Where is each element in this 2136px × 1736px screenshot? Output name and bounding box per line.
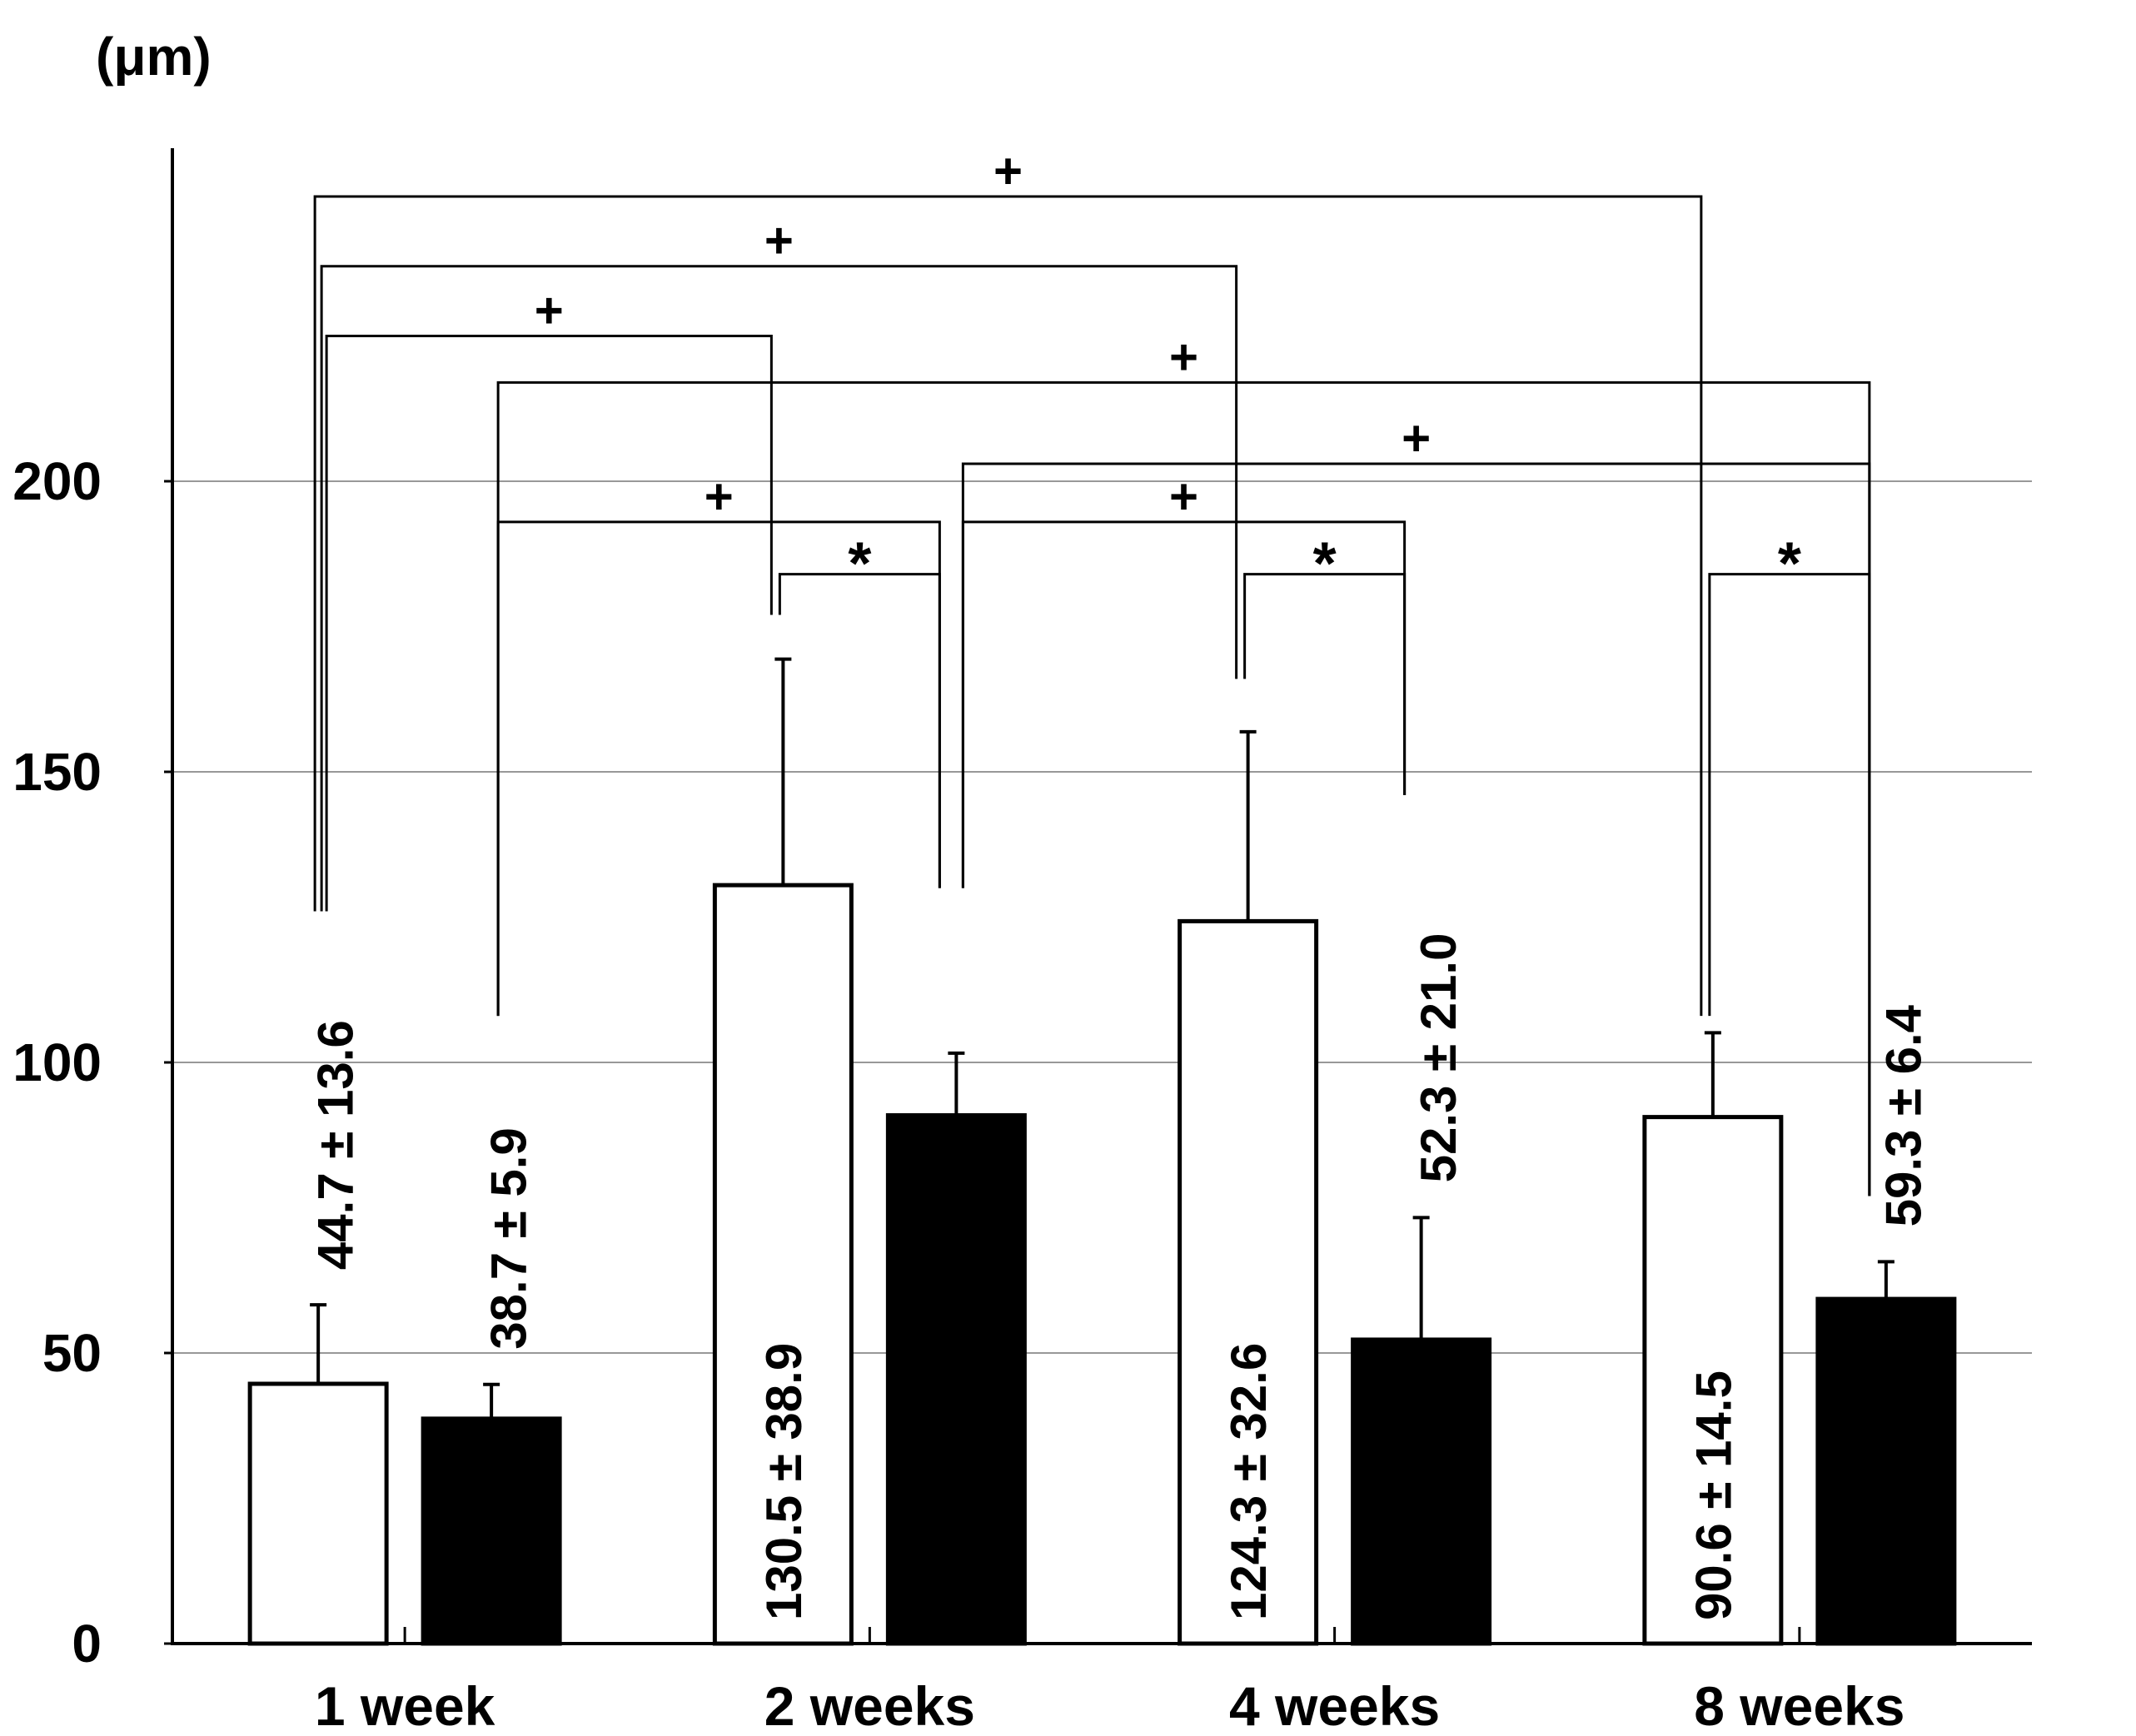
x-tick-label: 1 week (315, 1675, 495, 1736)
y-tick-label-100: 100 (12, 1032, 102, 1092)
value-label-black-0: 38.7 ± 5.9 (481, 1127, 537, 1349)
x-tick-label: 8 weeks (1694, 1675, 1904, 1736)
bar-black-3 (1815, 1296, 1957, 1646)
significance-mark-8: * (1313, 531, 1337, 598)
significance-mark-3: + (1169, 329, 1198, 385)
significance-bracket-7 (778, 573, 941, 888)
value-label-white-1: 130.5 ± 38.9 (756, 1343, 812, 1620)
x-tick-label: 2 weeks (764, 1675, 975, 1736)
value-label-white-0: 44.7 ± 13.6 (308, 1020, 364, 1270)
y-axis-unit-label: (μm) (96, 27, 212, 87)
value-labels: 44.7 ± 13.6 130.5 ± 38.9 124.3 ± 32.6 90.6 … (308, 933, 1932, 1620)
significance-mark-0: + (993, 143, 1023, 199)
y-tick-label-50: 50 (42, 1323, 102, 1383)
y-tick-label-150: 150 (12, 742, 102, 802)
bar-black-1 (885, 1113, 1027, 1646)
significance-brackets: + + + + + + + * * * (313, 143, 1871, 1196)
significance-bracket-2 (325, 335, 773, 912)
significance-mark-7: * (848, 531, 871, 598)
value-label-white-3: 90.6 ± 14.5 (1685, 1370, 1741, 1620)
significance-mark-6: + (1169, 469, 1198, 525)
value-label-black-2: 52.3 ± 21.0 (1411, 933, 1466, 1183)
significance-bracket-0 (313, 195, 1703, 1017)
axes: 0 50 100 150 200 1 week 2 weeks 4 weeks 8 weeks (12, 148, 2032, 1736)
significance-mark-4: + (1402, 410, 1431, 466)
bar-black-0 (421, 1416, 562, 1646)
bar-white-0 (247, 1381, 389, 1646)
y-tick-label-200: 200 (12, 451, 102, 511)
significance-bracket-9 (1708, 573, 1871, 1196)
value-label-black-3: 59.3 ± 6.4 (1875, 1004, 1931, 1226)
bar-white-3 (1642, 1115, 1784, 1646)
significance-mark-5: + (705, 469, 734, 525)
value-label-black-1: 90.9 ± 10.7 (929, 1370, 985, 1620)
error-bars (310, 657, 1895, 1419)
value-label-white-2: 124.3 ± 32.6 (1221, 1343, 1277, 1620)
significance-mark-9: * (1778, 531, 1801, 598)
significance-mark-1: + (764, 213, 794, 269)
bar-black-2 (1351, 1337, 1492, 1646)
y-tick-label-0: 0 (72, 1614, 102, 1674)
significance-bracket-8 (1243, 573, 1407, 795)
x-tick-label: 4 weeks (1229, 1675, 1440, 1736)
significance-bracket-6 (961, 520, 1407, 888)
significance-mark-2: + (535, 283, 564, 339)
significance-bracket-1 (320, 265, 1238, 912)
